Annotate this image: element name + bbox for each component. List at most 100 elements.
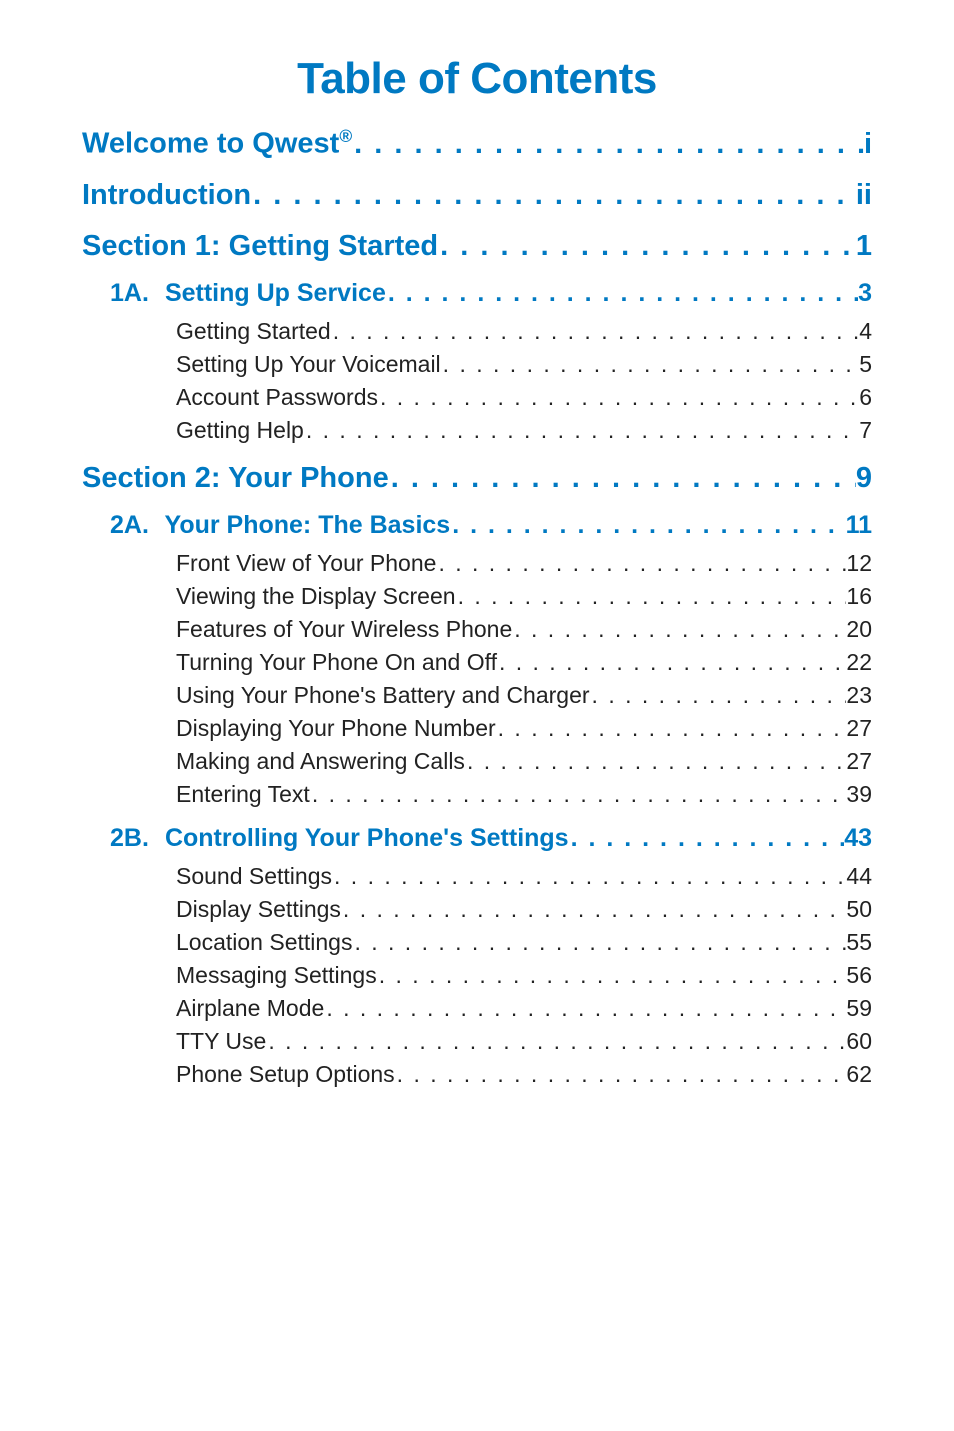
- toc-entry-label: Location Settings: [176, 929, 352, 956]
- toc-entry[interactable]: Getting Started . . . . . . . . . . . . …: [82, 318, 872, 345]
- toc-entry[interactable]: Making and Answering Calls . . . . . . .…: [82, 748, 872, 775]
- toc-entry[interactable]: Getting Help . . . . . . . . . . . . . .…: [82, 417, 872, 444]
- toc-entry-page: 44: [846, 863, 872, 890]
- toc-entry-label: 1A. Setting Up Service: [110, 279, 386, 308]
- page-container: Table of Contents Welcome to Qwest® . . …: [0, 0, 954, 1154]
- toc-entry-page: 43: [844, 824, 872, 853]
- toc-entry[interactable]: Features of Your Wireless Phone . . . . …: [82, 616, 872, 643]
- page-title: Table of Contents: [82, 54, 872, 104]
- toc-entry-page: 50: [846, 896, 872, 923]
- toc-entry[interactable]: Account Passwords . . . . . . . . . . . …: [82, 384, 872, 411]
- toc-entry-page: 27: [846, 715, 872, 742]
- toc-leader-dots: . . . . . . . . . . . . . . . . . . . . …: [512, 616, 846, 643]
- toc-entry-label: Entering Text: [176, 781, 310, 808]
- toc-entry-page: 60: [846, 1028, 872, 1055]
- toc-leader-dots: . . . . . . . . . . . . . . . . . . . . …: [456, 583, 847, 610]
- toc-entry-page: 5: [859, 351, 872, 378]
- toc-entry-page: 20: [846, 616, 872, 643]
- toc-entry-label: Airplane Mode: [176, 995, 324, 1022]
- toc-entry-prefix: 1A.: [110, 279, 158, 308]
- toc-entry-page: 39: [846, 781, 872, 808]
- toc-leader-dots: . . . . . . . . . . . . . . . . . . . . …: [378, 384, 859, 411]
- toc-entry-page: 4: [859, 318, 872, 345]
- toc-entry-page: 23: [846, 682, 872, 709]
- toc-leader-dots: . . . . . . . . . . . . . . . . . . . . …: [496, 715, 847, 742]
- toc-entry-label: Phone Setup Options: [176, 1061, 395, 1088]
- toc-entry[interactable]: Sound Settings . . . . . . . . . . . . .…: [82, 863, 872, 890]
- toc-entry[interactable]: Airplane Mode . . . . . . . . . . . . . …: [82, 995, 872, 1022]
- toc-entry[interactable]: Location Settings . . . . . . . . . . . …: [82, 929, 872, 956]
- toc-entry[interactable]: Turning Your Phone On and Off . . . . . …: [82, 649, 872, 676]
- toc-entry-label: Viewing the Display Screen: [176, 583, 456, 610]
- toc-leader-dots: . . . . . . . . . . . . . . . . . . . . …: [310, 781, 847, 808]
- toc-entry-label: Making and Answering Calls: [176, 748, 465, 775]
- toc-entry-page: 12: [846, 550, 872, 577]
- toc-entry-label: 2A. Your Phone: The Basics: [110, 511, 450, 540]
- toc-entry[interactable]: Phone Setup Options . . . . . . . . . . …: [82, 1061, 872, 1088]
- toc-leader-dots: . . . . . . . . . . . . . . . . . . . . …: [465, 748, 846, 775]
- toc-entry-page: i: [864, 128, 872, 161]
- toc-leader-dots: . . . . . . . . . . . . . . . . . . . . …: [569, 824, 845, 853]
- toc-entry-page: ii: [856, 179, 872, 212]
- toc-entry[interactable]: Front View of Your Phone . . . . . . . .…: [82, 550, 872, 577]
- toc-entry[interactable]: Welcome to Qwest® . . . . . . . . . . . …: [82, 126, 872, 161]
- toc-leader-dots: . . . . . . . . . . . . . . . . . . . . …: [395, 1061, 847, 1088]
- toc-entry-label: Using Your Phone's Battery and Charger: [176, 682, 590, 709]
- toc-leader-dots: . . . . . . . . . . . . . . . . . . . . …: [441, 351, 860, 378]
- toc-entry[interactable]: 2A. Your Phone: The Basics . . . . . . .…: [82, 511, 872, 540]
- toc-entry-label: Sound Settings: [176, 863, 332, 890]
- toc-entry[interactable]: Entering Text . . . . . . . . . . . . . …: [82, 781, 872, 808]
- toc-entry-label: Front View of Your Phone: [176, 550, 436, 577]
- toc-leader-dots: . . . . . . . . . . . . . . . . . . . . …: [389, 462, 856, 495]
- toc-entry-prefix: 2B.: [110, 824, 158, 853]
- toc-leader-dots: . . . . . . . . . . . . . . . . . . . . …: [251, 179, 856, 212]
- toc-entry-label: Turning Your Phone On and Off: [176, 649, 497, 676]
- toc-leader-dots: . . . . . . . . . . . . . . . . . . . . …: [331, 318, 860, 345]
- toc-entry-label: Section 1: Getting Started: [82, 230, 438, 263]
- toc-leader-dots: . . . . . . . . . . . . . . . . . . . . …: [304, 417, 859, 444]
- toc-entry[interactable]: 1A. Setting Up Service . . . . . . . . .…: [82, 279, 872, 308]
- toc-entry-page: 56: [846, 962, 872, 989]
- toc-leader-dots: . . . . . . . . . . . . . . . . . . . . …: [341, 896, 846, 923]
- toc-leader-dots: . . . . . . . . . . . . . . . . . . . . …: [438, 230, 856, 263]
- toc-entry[interactable]: Section 1: Getting Started . . . . . . .…: [82, 230, 872, 263]
- table-of-contents: Welcome to Qwest® . . . . . . . . . . . …: [82, 126, 872, 1088]
- toc-leader-dots: . . . . . . . . . . . . . . . . . . . . …: [324, 995, 846, 1022]
- toc-entry[interactable]: TTY Use . . . . . . . . . . . . . . . . …: [82, 1028, 872, 1055]
- toc-entry[interactable]: Viewing the Display Screen . . . . . . .…: [82, 583, 872, 610]
- toc-leader-dots: . . . . . . . . . . . . . . . . . . . . …: [590, 682, 847, 709]
- toc-leader-dots: . . . . . . . . . . . . . . . . . . . . …: [332, 863, 846, 890]
- toc-entry[interactable]: 2B. Controlling Your Phone's Settings . …: [82, 824, 872, 853]
- toc-leader-dots: . . . . . . . . . . . . . . . . . . . . …: [266, 1028, 846, 1055]
- toc-leader-dots: . . . . . . . . . . . . . . . . . . . . …: [450, 511, 845, 540]
- toc-entry-label: Introduction: [82, 179, 251, 212]
- toc-leader-dots: . . . . . . . . . . . . . . . . . . . . …: [386, 279, 858, 308]
- toc-entry-label: Account Passwords: [176, 384, 378, 411]
- toc-entry-page: 11: [846, 511, 872, 540]
- toc-entry-page: 22: [846, 649, 872, 676]
- toc-leader-dots: . . . . . . . . . . . . . . . . . . . . …: [436, 550, 846, 577]
- toc-entry-label: Messaging Settings: [176, 962, 377, 989]
- toc-entry-page: 16: [846, 583, 872, 610]
- toc-entry-label: 2B. Controlling Your Phone's Settings: [110, 824, 569, 853]
- toc-entry-label: TTY Use: [176, 1028, 266, 1055]
- toc-entry[interactable]: Messaging Settings . . . . . . . . . . .…: [82, 962, 872, 989]
- toc-entry[interactable]: Display Settings . . . . . . . . . . . .…: [82, 896, 872, 923]
- toc-entry-page: 6: [859, 384, 872, 411]
- toc-entry[interactable]: Displaying Your Phone Number . . . . . .…: [82, 715, 872, 742]
- toc-entry-page: 27: [846, 748, 872, 775]
- toc-entry[interactable]: Section 2: Your Phone . . . . . . . . . …: [82, 462, 872, 495]
- toc-entry-label: Display Settings: [176, 896, 341, 923]
- toc-entry[interactable]: Setting Up Your Voicemail . . . . . . . …: [82, 351, 872, 378]
- toc-leader-dots: . . . . . . . . . . . . . . . . . . . . …: [352, 929, 846, 956]
- toc-entry-label: Welcome to Qwest®: [82, 126, 352, 161]
- toc-entry-page: 59: [846, 995, 872, 1022]
- toc-entry-page: 62: [846, 1061, 872, 1088]
- toc-entry-label: Getting Started: [176, 318, 331, 345]
- toc-entry-page: 3: [858, 279, 872, 308]
- toc-entry-label: Features of Your Wireless Phone: [176, 616, 512, 643]
- toc-entry-label: Getting Help: [176, 417, 304, 444]
- toc-entry[interactable]: Using Your Phone's Battery and Charger .…: [82, 682, 872, 709]
- toc-entry[interactable]: Introduction . . . . . . . . . . . . . .…: [82, 179, 872, 212]
- toc-entry-label: Displaying Your Phone Number: [176, 715, 496, 742]
